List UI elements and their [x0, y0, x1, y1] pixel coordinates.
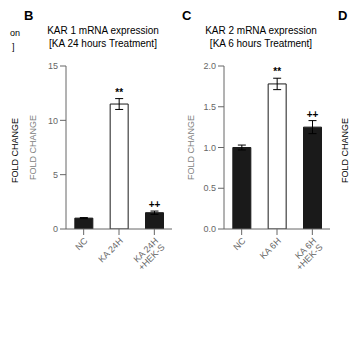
svg-text:KA 24H+HEK-S: KA 24H+HEK-S [130, 236, 167, 273]
svg-text:NC: NC [73, 236, 90, 253]
svg-text:1.0: 1.0 [203, 143, 216, 153]
html-text:KAR 2 mRNA expression [KA 6 ho: KAR 2 mRNA expression [KA 6 hours Treatm… [205, 25, 317, 49]
svg-text:10: 10 [48, 116, 58, 126]
html-text:on: on [10, 28, 20, 38]
svg-text:2.0: 2.0 [203, 61, 216, 71]
html-text:FOLD CHANGE: FOLD CHANGE [340, 118, 350, 183]
svg-text:KA 6H: KA 6H [258, 236, 283, 261]
svg-text:NC: NC [231, 236, 248, 253]
svg-text:++: ++ [307, 109, 319, 120]
svg-text:FOLD CHANGE: FOLD CHANGE [28, 115, 38, 180]
svg-text:0.0: 0.0 [203, 224, 216, 234]
svg-text:KA 6H+HEK-S: KA 6H+HEK-S [288, 236, 325, 273]
svg-text:FOLD CHANGE: FOLD CHANGE [186, 115, 196, 180]
html-text:FOLD CHANGE: FOLD CHANGE [10, 118, 20, 183]
svg-text:KA 24H: KA 24H [96, 236, 125, 265]
html-text:C: C [182, 8, 192, 23]
svg-text:**: ** [273, 66, 281, 77]
svg-text:15: 15 [48, 61, 58, 71]
svg-text:**: ** [115, 87, 123, 98]
svg-text:++: ++ [149, 199, 161, 210]
html-text:KAR 1 mRNA expression [KA 24 h: KAR 1 mRNA expression [KA 24 hours Treat… [47, 25, 159, 49]
svg-text:1.5: 1.5 [203, 102, 216, 112]
svg-text:0: 0 [53, 224, 58, 234]
html-text:B: B [24, 8, 34, 23]
svg-text:0.5: 0.5 [203, 183, 216, 193]
html-text:D: D [338, 8, 348, 23]
svg-text:5: 5 [53, 170, 58, 180]
